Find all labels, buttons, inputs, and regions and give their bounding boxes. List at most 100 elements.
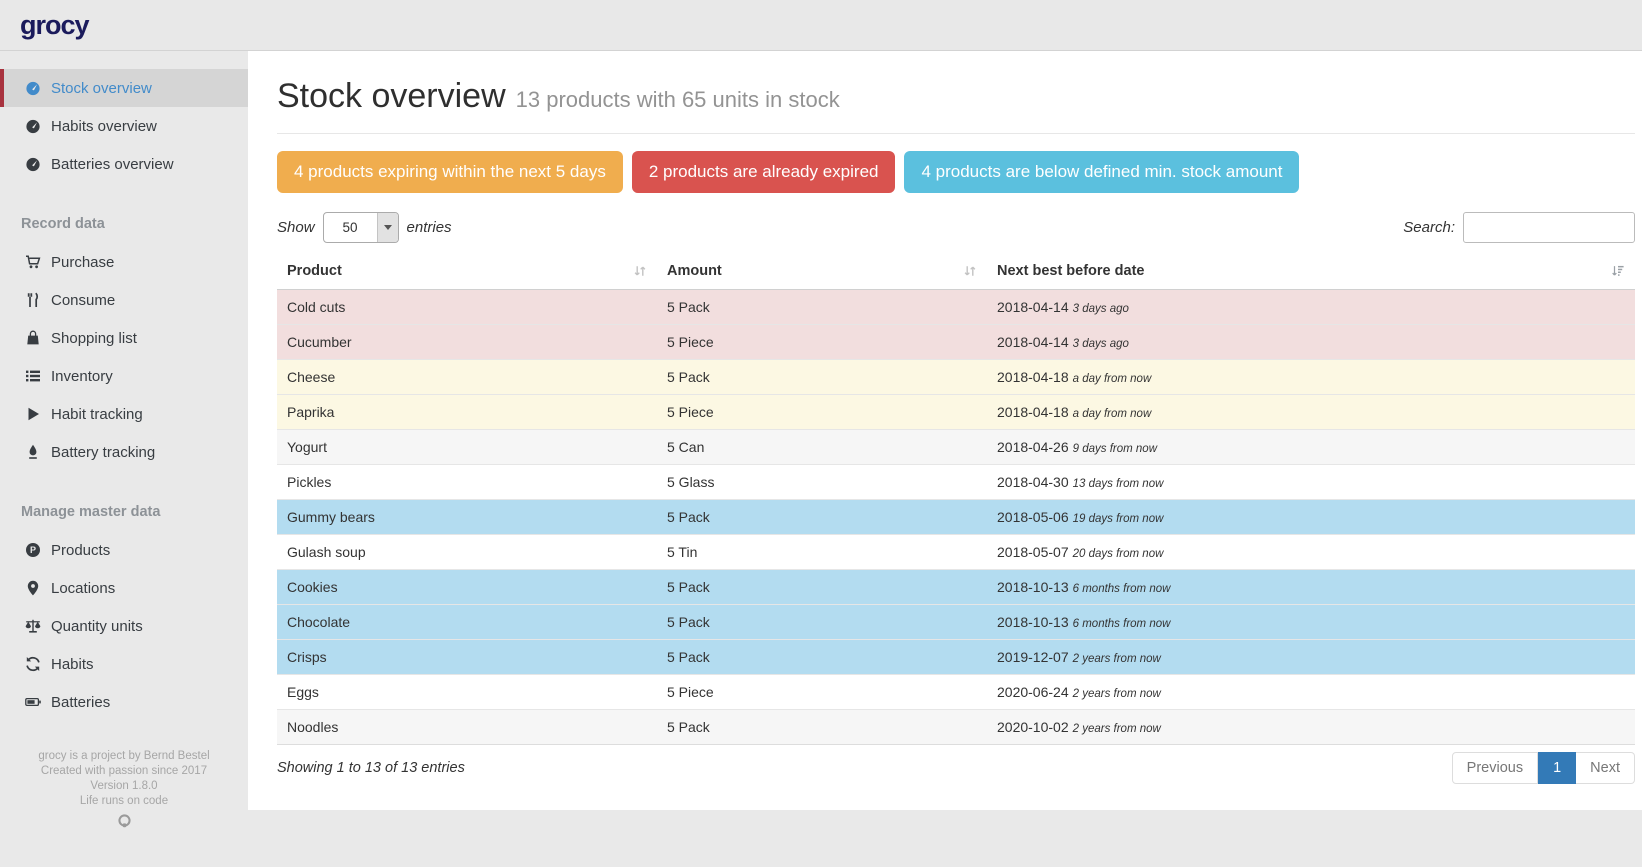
pencil-icon (25, 444, 41, 460)
search-area: Search: (1403, 212, 1635, 243)
date-cell: 2018-05-06 19 days from now (987, 499, 1635, 535)
sidebar-item-inventory[interactable]: Inventory (0, 357, 248, 395)
amount-cell: 5 Piece (657, 394, 987, 430)
tachometer-icon (25, 80, 41, 96)
expiring-products-button[interactable]: 4 products expiring within the next 5 da… (277, 151, 623, 193)
sidebar-item-label: Shopping list (51, 329, 137, 347)
entries-select[interactable]: 50 (322, 212, 399, 243)
product-cell: Cucumber (277, 324, 657, 360)
product-cell: Noodles (277, 709, 657, 745)
sidebar-item-label: Inventory (51, 367, 113, 385)
entries-info: Showing 1 to 13 of 13 entries (277, 760, 465, 776)
table-row: Cold cuts 5 Pack 2018-04-14 3 days ago (277, 289, 1635, 325)
relative-date: 13 days from now (1072, 478, 1164, 490)
table-row: Pickles 5 Glass 2018-04-30 13 days from n… (277, 464, 1635, 500)
pagination: Previous 1 Next (1451, 752, 1635, 784)
sidebar-item-label: Stock overview (51, 79, 152, 97)
column-header-product[interactable]: Product (277, 254, 657, 290)
stock-alerts: 4 products expiring within the next 5 da… (277, 151, 1635, 193)
table-row: Noodles 5 Pack 2020-10-02 2 years from no… (277, 709, 1635, 745)
entries-select-value: 50 (342, 220, 358, 235)
sidebar-item-label: Habits overview (51, 117, 157, 135)
relative-date: a day from now (1072, 373, 1152, 385)
table-footer: Showing 1 to 13 of 13 entries Previous 1… (277, 752, 1635, 784)
product-cell: Yogurt (277, 429, 657, 465)
relative-date: 6 months from now (1072, 583, 1171, 595)
product-cell: Cold cuts (277, 289, 657, 325)
next-page-button[interactable]: Next (1576, 752, 1635, 784)
footer-line: Life runs on code (79, 795, 169, 807)
relative-date: 20 days from now (1072, 548, 1164, 560)
sort-amount-asc-icon (1611, 264, 1625, 278)
page-subtitle: 13 products with 65 units in stock (515, 87, 840, 112)
stock-table: Product Amount Next best before date Col… (277, 254, 1635, 745)
sidebar-item-purchase[interactable]: Purchase (0, 243, 248, 281)
github-icon[interactable] (117, 813, 132, 828)
table-row: Yogurt 5 Can 2018-04-26 9 days from now (277, 429, 1635, 465)
sidebar-section-master-data: Manage master data (21, 504, 161, 520)
grocy-logo[interactable]: grocy (20, 9, 90, 40)
sort-icon (633, 264, 647, 278)
date-cell: 2018-04-14 3 days ago (987, 324, 1635, 360)
balance-scale-icon (25, 618, 41, 634)
sidebar-item-consume[interactable]: Consume (0, 281, 248, 319)
sidebar-item-habit-tracking[interactable]: Habit tracking (0, 395, 248, 433)
amount-cell: 5 Pack (657, 499, 987, 535)
previous-page-button[interactable]: Previous (1451, 752, 1539, 784)
relative-date: 6 months from now (1072, 618, 1171, 630)
column-header-best-before[interactable]: Next best before date (987, 254, 1635, 290)
page-title: Stock overview (277, 77, 506, 115)
table-controls: Show 50 entries Search: (277, 212, 1635, 243)
sidebar-item-batteries-overview[interactable]: Batteries overview (0, 145, 248, 183)
sidebar-item-habits-overview[interactable]: Habits overview (0, 107, 248, 145)
date-cell: 2018-10-13 6 months from now (987, 604, 1635, 640)
list-icon (25, 368, 41, 384)
sidebar-item-stock-overview[interactable]: Stock overview (0, 69, 248, 107)
product-cell: Gulash soup (277, 534, 657, 570)
sidebar-item-label: Products (51, 541, 111, 559)
table-row: Cucumber 5 Piece 2018-04-14 3 days ago (277, 324, 1635, 360)
chevron-down-icon (376, 213, 398, 242)
date-cell: 2019-12-07 2 years from now (987, 639, 1635, 675)
sidebar-item-products[interactable]: Products (0, 531, 248, 569)
map-marker-icon (25, 580, 41, 596)
expired-products-button[interactable]: 2 products are already expired (631, 151, 896, 193)
relative-date: 2 years from now (1072, 723, 1161, 735)
sidebar-item-shopping-list[interactable]: Shopping list (0, 319, 248, 357)
date-cell: 2018-04-14 3 days ago (987, 289, 1635, 325)
utensils-icon (25, 292, 41, 308)
sidebar-item-locations[interactable]: Locations (0, 569, 248, 607)
sidebar-item-label: Consume (51, 291, 116, 309)
sidebar-section-record-data: Record data (21, 216, 105, 232)
search-input[interactable] (1463, 212, 1635, 243)
date-cell: 2018-04-18 a day from now (987, 394, 1635, 430)
amount-cell: 5 Tin (657, 534, 987, 570)
sidebar-item-batteries[interactable]: Batteries (0, 683, 248, 721)
battery-icon (25, 694, 41, 710)
refresh-icon (25, 656, 41, 672)
column-header-amount[interactable]: Amount (657, 254, 987, 290)
below-min-stock-button[interactable]: 4 products are below defined min. stock … (904, 151, 1300, 193)
relative-date: a day from now (1072, 408, 1152, 420)
header-divider (277, 133, 1635, 134)
table-row: Gulash soup 5 Tin 2018-05-07 20 days from… (277, 534, 1635, 570)
relative-date: 3 days ago (1072, 338, 1129, 350)
sidebar-item-label: Batteries overview (51, 155, 174, 173)
date-cell: 2020-06-24 2 years from now (987, 674, 1635, 710)
sidebar-item-quantity-units[interactable]: Quantity units (0, 607, 248, 645)
play-icon (25, 406, 41, 422)
date-cell: 2018-04-18 a day from now (987, 359, 1635, 395)
page-1-button[interactable]: 1 (1538, 752, 1577, 784)
amount-cell: 5 Piece (657, 674, 987, 710)
sidebar-item-label: Battery tracking (51, 443, 156, 461)
main-content: Stock overview 13 products with 65 units… (248, 51, 1642, 810)
show-label: Show (277, 219, 315, 236)
relative-date: 19 days from now (1072, 513, 1164, 525)
footer-line: Version 1.8.0 (90, 780, 158, 792)
amount-cell: 5 Pack (657, 709, 987, 745)
date-cell: 2018-10-13 6 months from now (987, 569, 1635, 605)
sidebar-item-habits[interactable]: Habits (0, 645, 248, 683)
page-head: Stock overview 13 products with 65 units… (277, 77, 1635, 116)
table-row: Cookies 5 Pack 2018-10-13 6 months from n… (277, 569, 1635, 605)
sidebar-item-battery-tracking[interactable]: Battery tracking (0, 433, 248, 471)
